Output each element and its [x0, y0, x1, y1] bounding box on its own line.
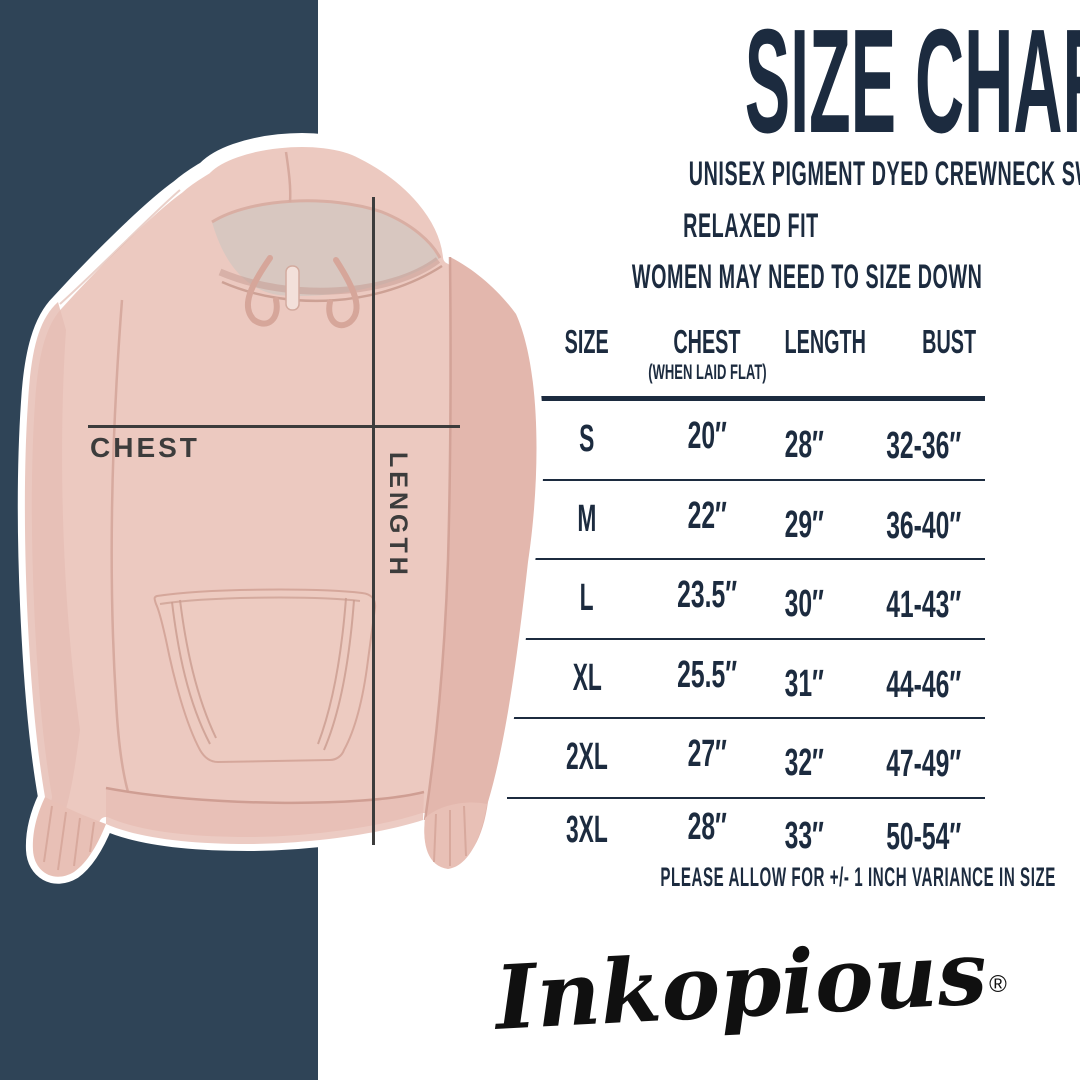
cell-bust: 44-46″ — [885, 663, 962, 706]
cell-size: M — [577, 497, 597, 540]
cell-length: 31″ — [784, 662, 825, 705]
cell-chest: 22″ — [687, 494, 727, 537]
cell-length: 29″ — [784, 503, 825, 546]
kangaroo-pocket — [153, 588, 377, 764]
chest-note: (WHEN LAID FLAT) — [647, 361, 767, 384]
subtitle-product: UNISEX PIGMENT DYED CREWNECK SWEATSHIRT — [688, 155, 1080, 193]
page-title: SIZE CHART — [744, 0, 1080, 164]
chest-measure-label: CHEST — [90, 432, 200, 463]
table-row: S 20″ 28″ 32-36″ — [507, 401, 985, 481]
table-row: XL 25.5″ 31″ 44-46″ — [507, 640, 985, 719]
cell-chest: 28″ — [687, 806, 727, 848]
size-table: SIZE CHEST (WHEN LAID FLAT) LENGTH BUST … — [507, 322, 985, 863]
variance-footnote: PLEASE ALLOW FOR +/- 1 INCH VARIANCE IN … — [660, 862, 1056, 892]
product-photo-hoodie — [17, 133, 544, 884]
cell-chest: 27″ — [687, 733, 727, 776]
cell-size: L — [580, 577, 594, 620]
table-row: 2XL 27″ 32″ 47-49″ — [507, 719, 985, 799]
subtitle-fit: RELAXED FIT — [683, 207, 819, 245]
cell-bust: 47-49″ — [885, 743, 962, 786]
column-header-bust: BUST — [921, 323, 976, 360]
cell-size: 2XL — [566, 736, 608, 779]
length-measure-label: LENGTH — [384, 452, 412, 579]
cell-length: 30″ — [784, 583, 825, 626]
right-sleeve — [424, 257, 537, 868]
cell-bust: 36-40″ — [885, 504, 962, 547]
registered-trademark-icon: ® — [989, 971, 1007, 998]
right-cuff — [424, 802, 487, 869]
column-header-length: LENGTH — [784, 323, 866, 360]
cell-length: 33″ — [784, 815, 825, 857]
subtitle-sizing-advice: WOMEN MAY NEED TO SIZE DOWN — [631, 258, 983, 296]
cell-size: S — [579, 418, 595, 461]
size-table-header: SIZE CHEST (WHEN LAID FLAT) LENGTH BUST — [507, 322, 985, 396]
cell-length: 32″ — [784, 742, 825, 785]
table-row: M 22″ 29″ 36-40″ — [507, 481, 985, 560]
column-header-chest: CHEST (WHEN LAID FLAT) — [647, 323, 767, 384]
length-measure-line — [372, 197, 375, 845]
cell-size: XL — [572, 656, 602, 699]
size-table-body: S 20″ 28″ 32-36″ M 22″ 29″ 36-40″ L 23.5″ 30″ 41-43… — [507, 396, 985, 863]
cell-chest: 23.5″ — [677, 574, 737, 617]
drawstring-aglet — [285, 265, 300, 311]
table-row: L 23.5″ 30″ 41-43″ — [507, 560, 985, 640]
cell-chest: 25.5″ — [677, 653, 737, 696]
column-header-size: SIZE — [564, 323, 609, 360]
cell-bust: 32-36″ — [885, 425, 962, 468]
brand-logo: Inkopious ® — [493, 915, 1007, 1055]
cell-size: 3XL — [566, 809, 608, 851]
brand-logo-text: Inkopious — [492, 920, 990, 1050]
cell-bust: 41-43″ — [885, 584, 962, 627]
table-row: 3XL 28″ 33″ 50-54″ — [507, 799, 985, 863]
left-sleeve — [24, 302, 81, 816]
cell-chest: 20″ — [687, 415, 727, 458]
cell-bust: 50-54″ — [885, 816, 962, 858]
chest-measure-line — [88, 425, 460, 428]
hood-lining — [212, 200, 440, 296]
drawstrings — [244, 255, 360, 329]
cell-length: 28″ — [784, 424, 825, 467]
